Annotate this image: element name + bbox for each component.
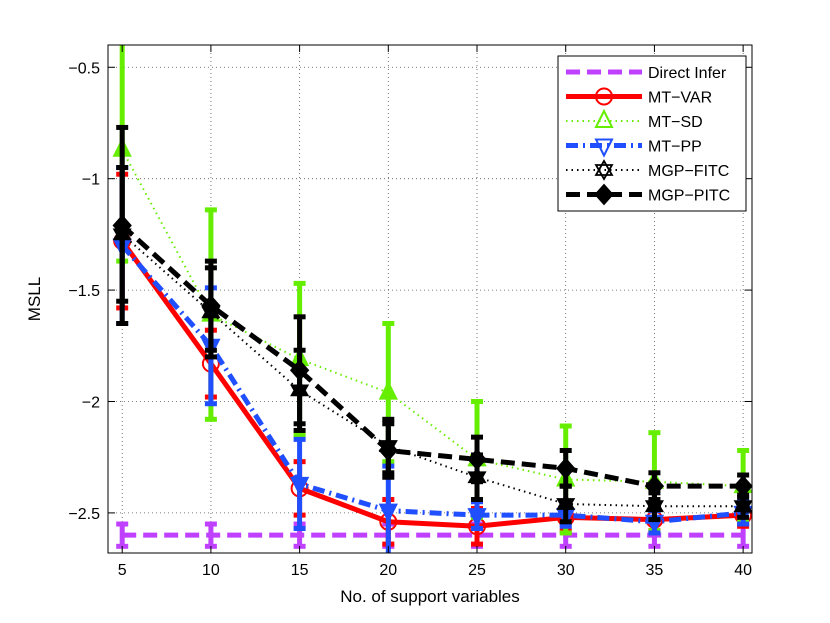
x-tick-label: 35: [646, 562, 664, 579]
legend-label: MT−PP: [648, 139, 702, 156]
x-tick-label: 10: [202, 562, 220, 579]
data-point: [112, 214, 132, 237]
y-tick-label: −1.5: [68, 283, 100, 300]
data-point: [556, 493, 576, 515]
data-point: [556, 457, 576, 480]
data-point-part: [594, 164, 614, 181]
legend-label: MT−SD: [648, 114, 703, 131]
legend-box: [557, 55, 747, 212]
series-line: [121, 149, 744, 488]
series-mgp-pitc: [112, 124, 753, 503]
data-point: [378, 439, 398, 462]
axes-box: [107, 44, 753, 554]
data-point: [289, 476, 310, 497]
data-point: [594, 108, 614, 128]
y-tick-label: −2: [82, 394, 100, 411]
y-axis-label: MSLL: [25, 277, 44, 321]
legend-label: Direct Infer: [648, 65, 727, 82]
data-point: [595, 87, 613, 106]
x-tick-label: 40: [734, 562, 752, 579]
series-line: [121, 233, 744, 508]
data-point: [467, 448, 487, 471]
data-point-part: [733, 500, 753, 518]
data-point: [644, 475, 665, 498]
series-line: [120, 223, 744, 489]
data-point: [378, 503, 398, 523]
legend-label: MT−VAR: [648, 90, 712, 107]
y-tick-label: −0.5: [68, 60, 100, 77]
data-point: [378, 380, 398, 400]
legend-entry: Direct Infer: [566, 65, 727, 82]
x-axis-label: No. of support variables: [340, 587, 520, 606]
x-tick-label: 20: [379, 562, 397, 579]
y-tick-label: −2.5: [68, 506, 100, 523]
data-point: [594, 183, 614, 206]
legend: Direct Infer MT−VAR MT−SD MT−PP MGP−FITC MGP−…: [557, 55, 747, 212]
data-point-part: [556, 498, 576, 515]
legend-label: MGP−PITC: [648, 188, 730, 205]
y-tick-label: −1: [82, 172, 100, 189]
legend-label: MGP−FITC: [648, 163, 729, 180]
data-point: [733, 495, 753, 518]
data-point: [467, 508, 487, 528]
legend-entry: MT−PP: [566, 138, 702, 158]
x-tick-label: 25: [468, 562, 486, 579]
data-point: [733, 475, 753, 498]
data-point: [594, 138, 614, 158]
x-tick-label: 5: [118, 562, 127, 579]
legend-entry: MGP−FITC: [566, 159, 729, 181]
series-layer: [112, 45, 753, 553]
data-point: [201, 294, 221, 317]
legend-entry: MGP−PITC: [566, 183, 730, 206]
series-line: [120, 243, 744, 525]
data-point-part: [594, 159, 614, 176]
legend-entry: MT−VAR: [566, 87, 712, 107]
legend-entry: MT−SD: [566, 108, 703, 131]
axes: 5 10 15 20 25 30 35 40 −0.5 −1 −1.5 −2 −2.5: [68, 44, 753, 579]
data-point: [289, 359, 310, 382]
data-point: [594, 159, 614, 181]
x-tick-label: 15: [291, 562, 309, 579]
x-tick-label: 30: [557, 562, 575, 579]
